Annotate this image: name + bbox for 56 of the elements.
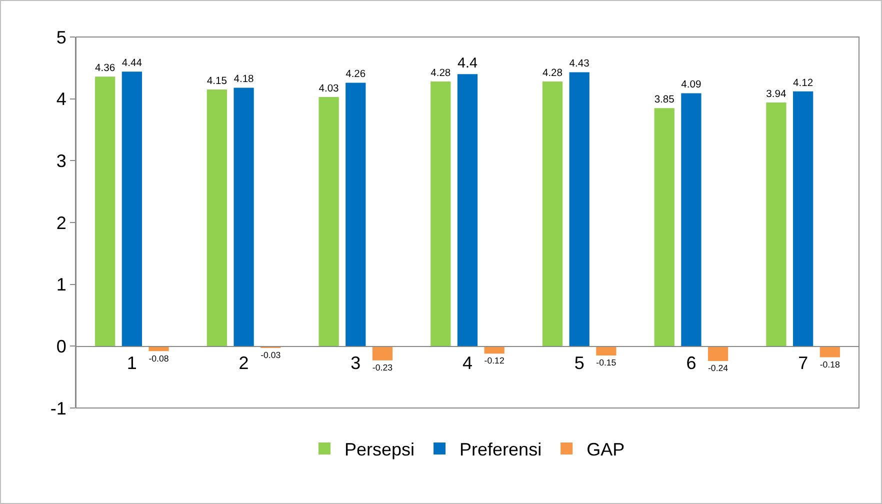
- y-tick-label: 5: [56, 27, 66, 48]
- x-tick-label: 1: [126, 352, 137, 373]
- data-label: 4.43: [569, 58, 590, 70]
- bar: [234, 88, 254, 346]
- bar: [372, 346, 393, 360]
- data-label: 4.18: [234, 74, 254, 86]
- data-label: -0.12: [484, 356, 504, 366]
- data-label: 4.44: [122, 58, 142, 70]
- data-label: 3.94: [766, 88, 786, 100]
- legend-label: Preferensi: [460, 439, 542, 460]
- bar: [820, 346, 840, 358]
- bar: [654, 108, 674, 346]
- data-label: -0.23: [372, 362, 393, 373]
- data-label: -0.15: [596, 358, 616, 368]
- bar: [318, 96, 339, 346]
- bar: [95, 76, 116, 346]
- y-tick-label: 2: [56, 212, 66, 233]
- x-tick-label: 7: [798, 352, 808, 373]
- x-tick-label: 6: [686, 352, 696, 373]
- bar: [766, 102, 786, 346]
- data-label: 4.28: [542, 68, 563, 79]
- data-label: 4.28: [430, 68, 451, 79]
- y-tick-label: -1: [50, 398, 66, 418]
- bar: [681, 93, 702, 346]
- legend-label: GAP: [586, 439, 625, 460]
- data-label: 4.15: [206, 76, 228, 87]
- y-tick-label: 0: [56, 336, 66, 356]
- x-tick-label: 3: [350, 352, 361, 373]
- data-label: -0.24: [708, 363, 728, 374]
- y-tick-label: 4: [56, 89, 66, 110]
- x-tick-label: 5: [574, 352, 584, 373]
- bar: [569, 72, 590, 346]
- data-label: -0.03: [260, 350, 281, 360]
- data-label: 4.26: [346, 69, 366, 80]
- x-tick-label: 4: [462, 352, 473, 373]
- bar: [793, 91, 814, 346]
- bar: [596, 346, 616, 356]
- data-label: -0.18: [820, 359, 840, 370]
- data-label: 4.03: [318, 83, 340, 94]
- x-tick-label: 2: [238, 352, 249, 373]
- data-label: 4.36: [95, 62, 116, 74]
- bar: [708, 346, 728, 362]
- data-label: 4.09: [681, 80, 702, 91]
- bar: [122, 72, 142, 346]
- bar: [346, 82, 366, 346]
- y-tick-label: 3: [56, 150, 66, 171]
- data-label: 3.85: [654, 94, 675, 106]
- bar: [430, 82, 451, 346]
- data-label: -0.08: [148, 353, 169, 364]
- bar: [457, 74, 478, 346]
- data-label: 4.12: [793, 78, 814, 89]
- y-tick-label: 1: [56, 274, 66, 295]
- bar: [206, 90, 228, 346]
- data-label: 4.4: [457, 55, 478, 72]
- bar: [542, 82, 563, 346]
- legend-label: Persepsi: [344, 439, 415, 460]
